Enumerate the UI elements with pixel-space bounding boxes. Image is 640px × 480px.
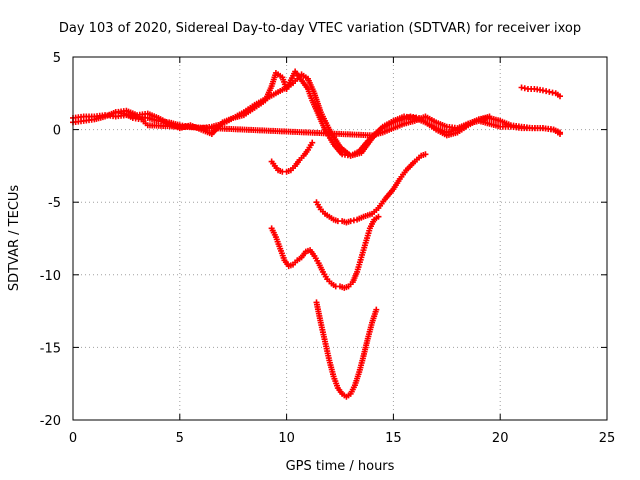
x-tick-label: 25 bbox=[599, 431, 616, 446]
x-tick-label: 0 bbox=[69, 431, 77, 446]
data-series bbox=[70, 68, 564, 400]
y-tick-label: 5 bbox=[53, 51, 61, 66]
plot-frame bbox=[72, 56, 608, 421]
data-point bbox=[486, 113, 493, 120]
series-track-upper-right bbox=[518, 84, 564, 100]
series-track-dip-large bbox=[268, 213, 382, 291]
series-track-dip-medium bbox=[313, 151, 429, 226]
y-tick-label: -15 bbox=[40, 341, 61, 356]
y-axis-label: SDTVAR / TECUs bbox=[7, 185, 22, 292]
data-point bbox=[557, 130, 564, 137]
data-point bbox=[375, 213, 382, 220]
tick-labels: 0 5 10 15 20 25 5 0 -5 -10 -15 -20 bbox=[40, 51, 616, 446]
series-track-dip-small bbox=[268, 139, 316, 175]
data-point bbox=[309, 139, 316, 146]
data-point bbox=[422, 151, 429, 158]
x-axis-label: GPS time / hours bbox=[286, 459, 395, 474]
grid bbox=[73, 57, 607, 420]
x-tick-label: 10 bbox=[278, 431, 295, 446]
y-tick-label: -10 bbox=[40, 269, 61, 284]
y-tick-label: -5 bbox=[48, 196, 61, 211]
x-tick-label: 20 bbox=[492, 431, 509, 446]
series-track-main-c bbox=[112, 109, 493, 139]
data-point bbox=[557, 93, 564, 100]
data-point bbox=[373, 306, 380, 313]
x-tick-label: 15 bbox=[385, 431, 402, 446]
series-track-dip-deep bbox=[313, 299, 380, 400]
series-track-main-b bbox=[70, 68, 564, 159]
x-tick-label: 5 bbox=[176, 431, 184, 446]
y-tick-label: -20 bbox=[40, 414, 61, 429]
y-tick-label: 0 bbox=[53, 124, 61, 139]
chart-title: Day 103 of 2020, Sidereal Day-to-day VTE… bbox=[59, 21, 581, 36]
